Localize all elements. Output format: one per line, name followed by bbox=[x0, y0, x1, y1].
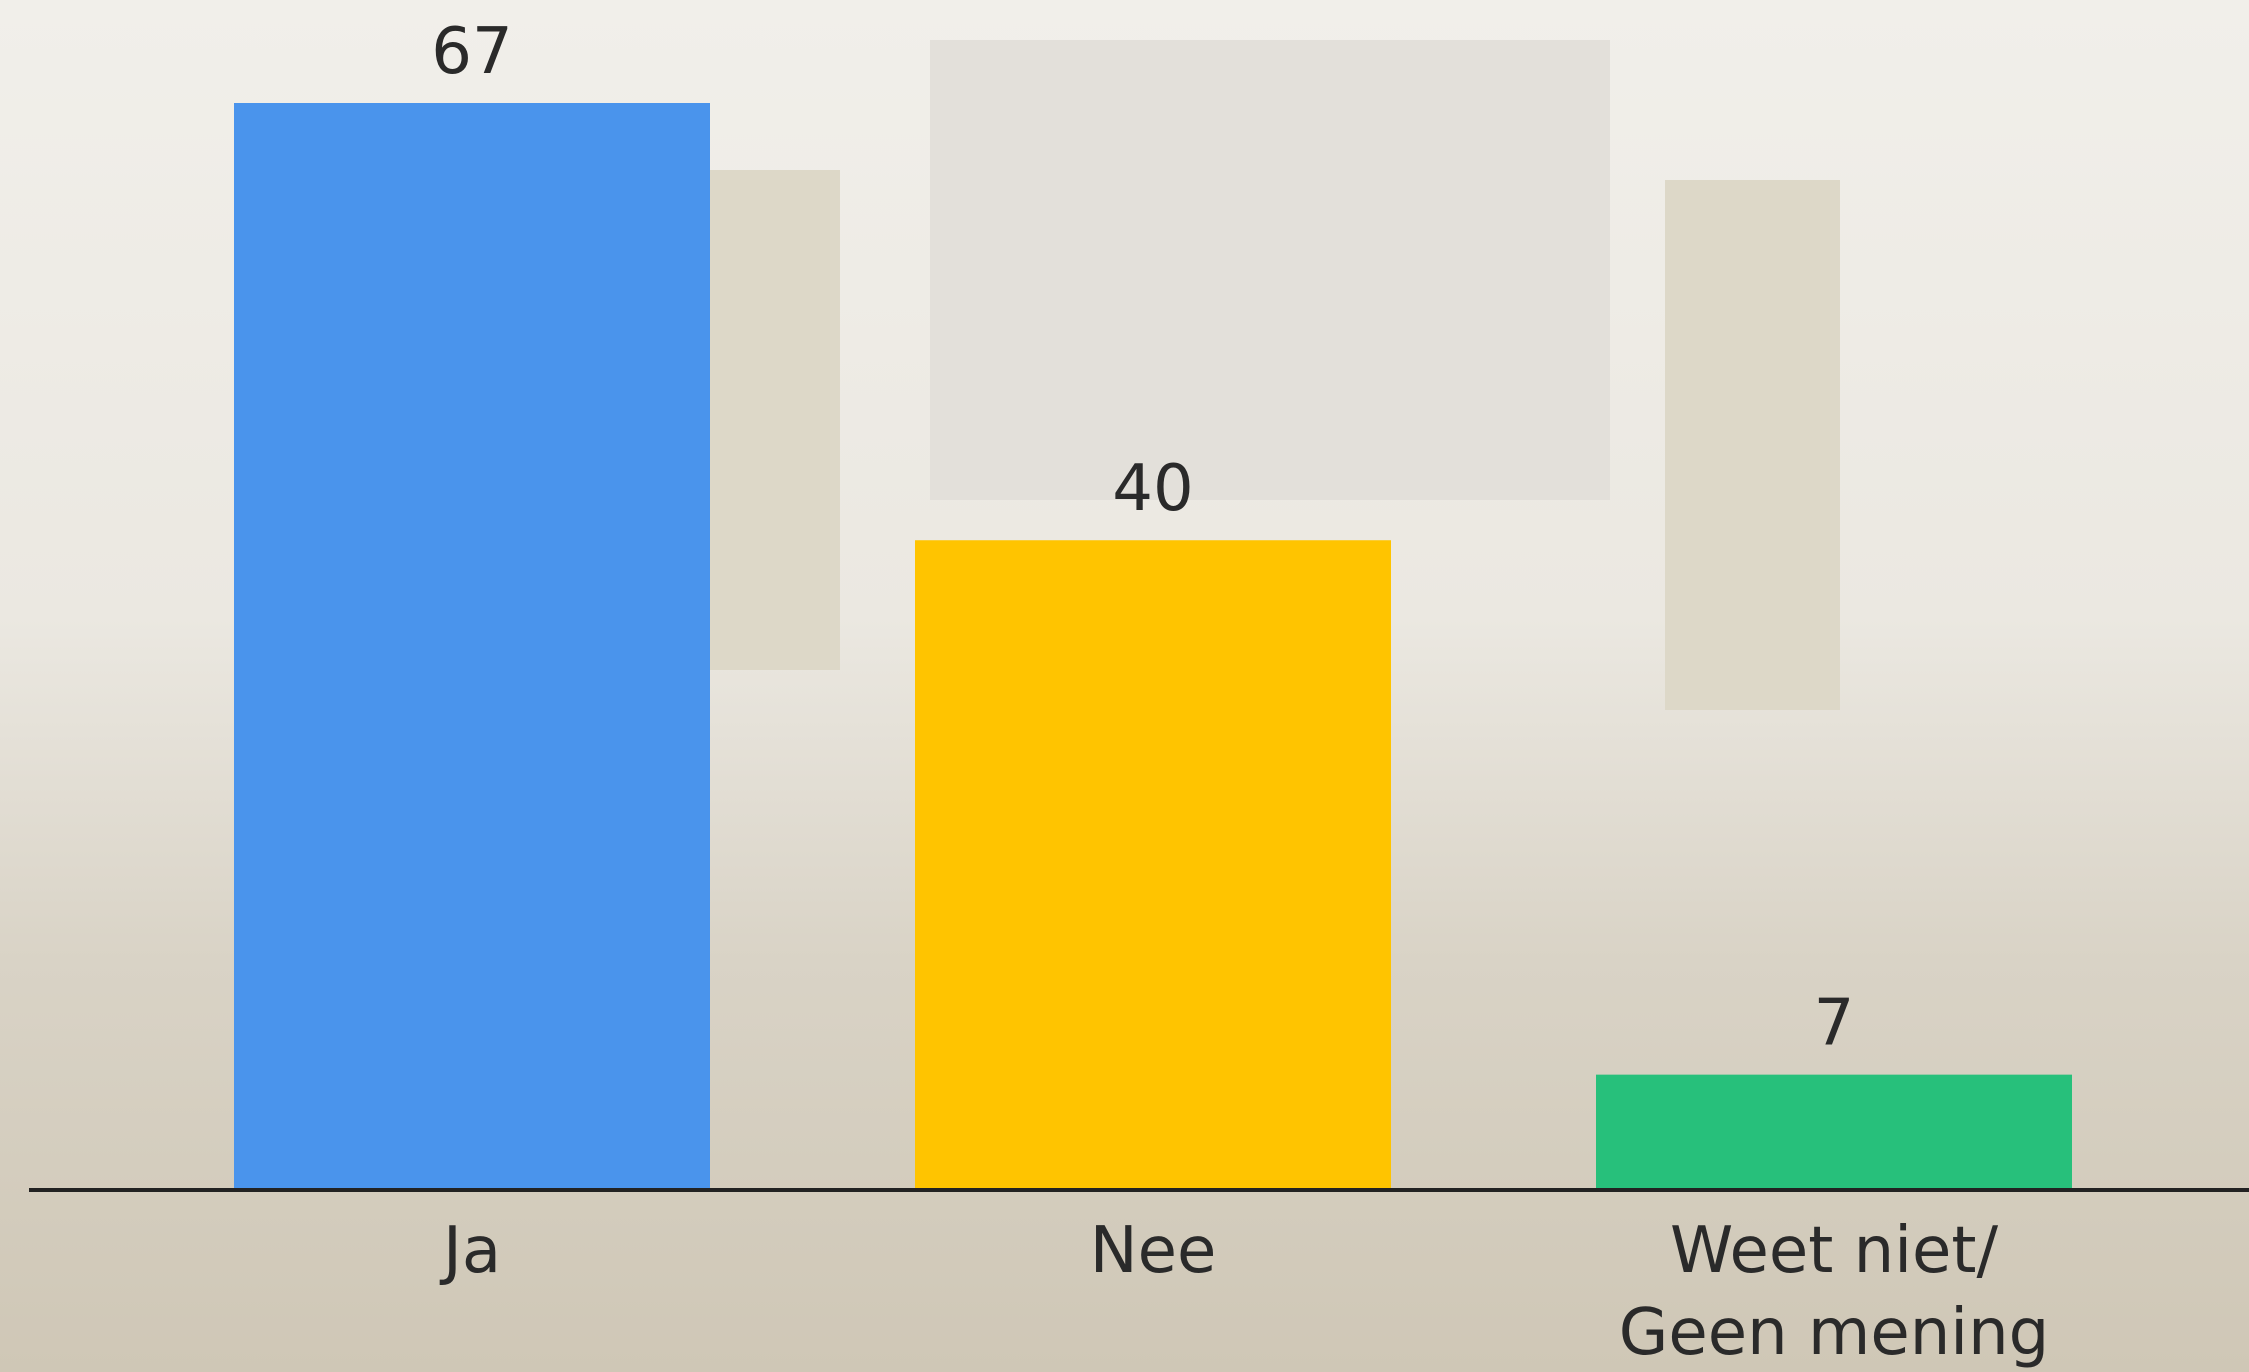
bar bbox=[1596, 1074, 2072, 1188]
x-tick-label: Ja bbox=[442, 1214, 502, 1288]
background-banner bbox=[1665, 180, 1840, 710]
value-label: 7 bbox=[1814, 987, 1855, 1061]
value-label: 40 bbox=[1112, 452, 1193, 526]
bar bbox=[234, 103, 710, 1188]
x-tick-label: Nee bbox=[1089, 1214, 1217, 1288]
background-banner bbox=[700, 170, 840, 670]
background-screen bbox=[930, 40, 1610, 500]
x-tick-label: Weet niet/ Geen mening bbox=[1618, 1214, 2050, 1370]
value-label: 67 bbox=[431, 15, 512, 89]
bar bbox=[915, 540, 1391, 1188]
